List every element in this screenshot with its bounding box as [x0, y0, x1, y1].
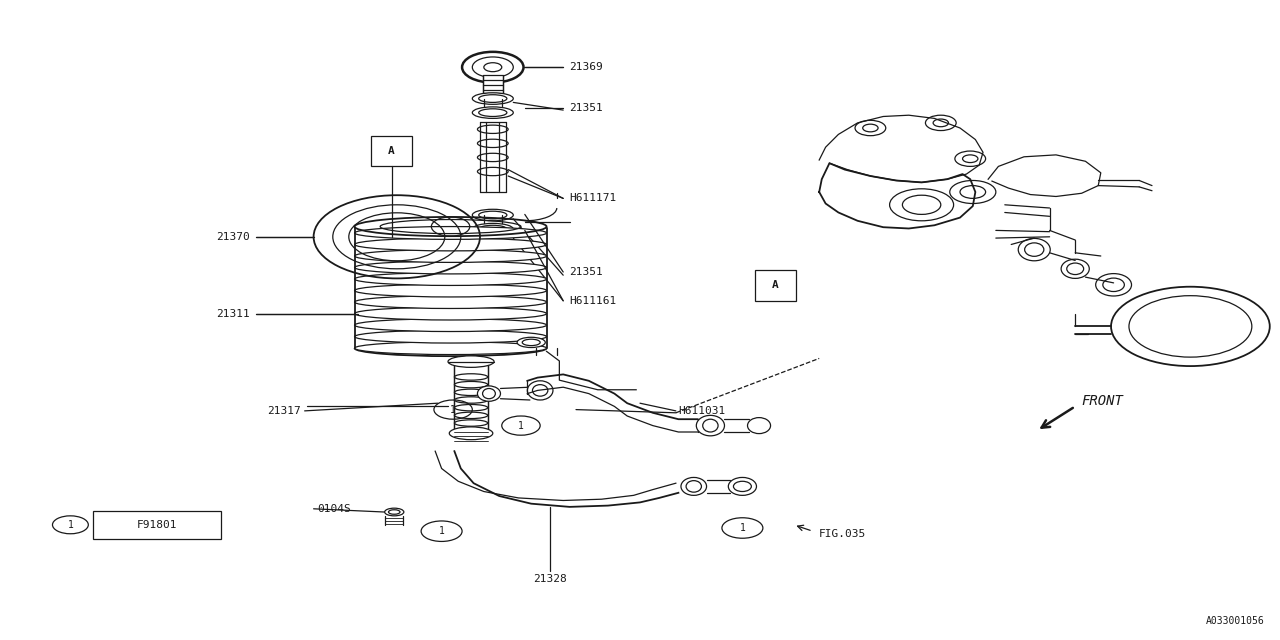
Ellipse shape [355, 319, 547, 332]
Text: A: A [388, 146, 396, 156]
Text: FRONT: FRONT [1082, 394, 1124, 408]
Text: 1: 1 [518, 420, 524, 431]
Ellipse shape [355, 273, 547, 285]
Ellipse shape [448, 356, 494, 367]
Bar [454, 362, 488, 432]
Ellipse shape [748, 418, 771, 434]
Text: 0104S: 0104S [317, 504, 351, 514]
Ellipse shape [472, 223, 513, 235]
Ellipse shape [527, 381, 553, 400]
Text: 21311: 21311 [216, 308, 250, 319]
Ellipse shape [1096, 274, 1132, 296]
Ellipse shape [384, 508, 404, 516]
Ellipse shape [355, 227, 547, 239]
Ellipse shape [355, 330, 547, 343]
Ellipse shape [517, 337, 545, 348]
Text: A033001056: A033001056 [1206, 616, 1265, 626]
Bar [483, 75, 503, 93]
Ellipse shape [355, 342, 547, 355]
Text: 21317: 21317 [268, 406, 301, 416]
Bar [755, 270, 796, 301]
Ellipse shape [472, 93, 513, 104]
Ellipse shape [472, 107, 513, 118]
Text: 21369: 21369 [570, 62, 603, 72]
Text: H611031: H611031 [678, 406, 726, 416]
Ellipse shape [1019, 239, 1050, 261]
Text: 21351: 21351 [570, 267, 603, 277]
Ellipse shape [355, 261, 547, 274]
Bar [371, 136, 412, 166]
Ellipse shape [728, 477, 756, 495]
Ellipse shape [449, 427, 493, 440]
Text: 21351: 21351 [570, 102, 603, 113]
Ellipse shape [355, 296, 547, 308]
Text: H611161: H611161 [570, 296, 617, 306]
Ellipse shape [472, 209, 513, 221]
Ellipse shape [355, 250, 547, 262]
Text: 1: 1 [68, 520, 73, 530]
Text: 1: 1 [451, 404, 456, 415]
Ellipse shape [355, 284, 547, 297]
Text: 21370: 21370 [216, 232, 250, 242]
Text: FIG.035: FIG.035 [819, 529, 867, 540]
Ellipse shape [1061, 259, 1089, 278]
Ellipse shape [681, 477, 707, 495]
Text: 1: 1 [439, 526, 444, 536]
Text: H611171: H611171 [570, 193, 617, 204]
Text: A: A [772, 280, 780, 291]
Text: 21328: 21328 [534, 574, 567, 584]
Ellipse shape [477, 386, 500, 401]
Bar [93, 511, 221, 539]
Ellipse shape [355, 238, 547, 251]
Ellipse shape [696, 415, 724, 436]
Text: 1: 1 [740, 523, 745, 533]
Text: F91801: F91801 [137, 520, 178, 530]
Ellipse shape [355, 307, 547, 320]
